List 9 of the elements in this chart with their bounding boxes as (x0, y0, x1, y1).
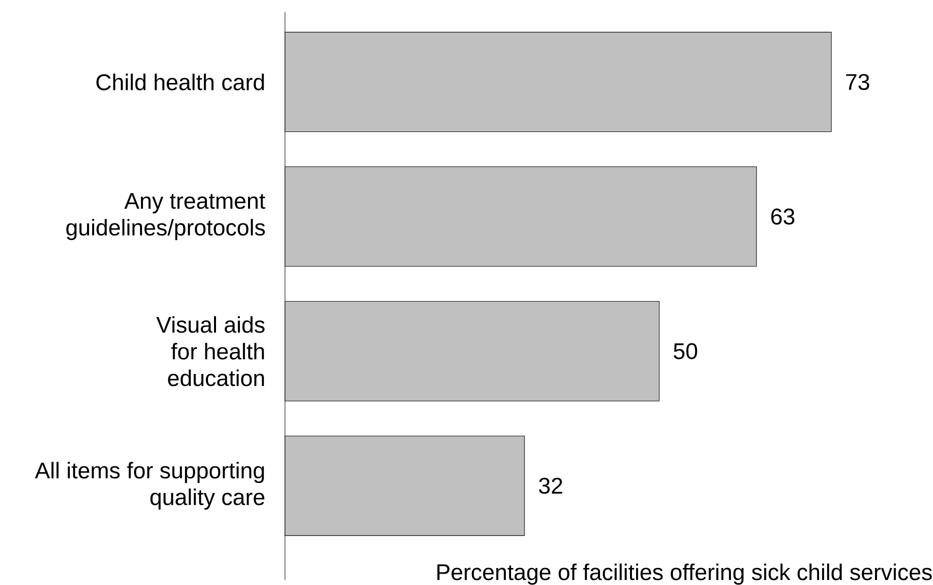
data-label: 32 (538, 478, 562, 494)
x-axis-title: Percentage of facilities offering sick child services (437, 564, 932, 585)
data-label: 73 (846, 74, 870, 90)
y-tick-label: Visual aids for health education (156, 316, 265, 386)
y-tick-label: Child health card (96, 74, 264, 90)
data-label: 63 (771, 208, 794, 225)
y-tick-label: All items for supporting quality care (34, 462, 264, 510)
y-tick-label: Any treatment guidelines/protocols (66, 193, 266, 240)
data-label: 50 (674, 343, 698, 360)
